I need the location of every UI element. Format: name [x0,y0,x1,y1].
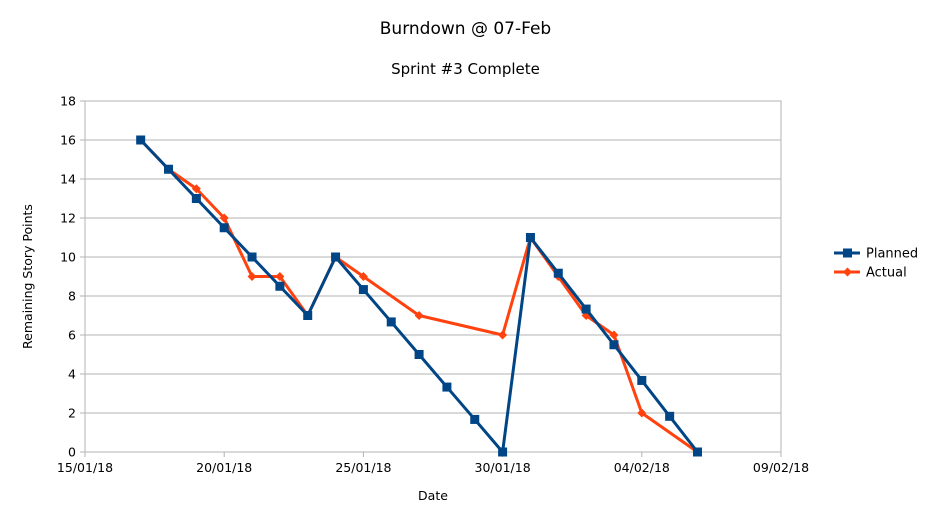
y-tick-label: 12 [60,211,76,226]
actual-point [637,408,647,418]
series-layer [136,135,702,457]
x-tick-label: 09/02/18 [753,460,809,475]
x-tick-label: 15/01/18 [57,460,113,475]
planned-point [136,135,146,145]
x-tick-label: 30/01/18 [475,460,531,475]
legend: Planned Actual [834,247,918,281]
y-tick-label: 4 [68,367,76,382]
actual-point [247,272,257,281]
planned-point [358,285,368,295]
x-tick-label: 04/02/18 [614,460,670,475]
legend-label: Actual [866,266,907,281]
plot-area [84,100,782,453]
actual-point [414,311,424,320]
plot-border [84,100,782,453]
planned-point [331,252,341,262]
x-tick-label: 25/01/18 [335,460,391,475]
x-tick-label: 20/01/18 [196,460,252,475]
y-tick-label: 2 [68,406,76,421]
planned-point [442,382,452,392]
planned-point [191,194,201,203]
y-axis-ticks: 0 2 4 6 8 10 12 14 16 18 [60,94,85,460]
planned-point [247,252,257,262]
planned-point [665,411,675,421]
planned-point [581,304,591,314]
gridlines [85,100,781,453]
y-tick-label: 10 [60,250,76,265]
legend-item-actual: Actual [834,266,907,281]
planned-point [275,281,285,291]
y-tick-label: 6 [68,328,76,343]
planned-point [498,447,508,457]
y-tick-label: 8 [68,289,76,304]
x-axis-ticks: 15/01/18 20/01/18 25/01/18 30/01/18 04/02/18… [57,452,809,475]
planned-point [303,311,313,320]
legend-swatch-marker [843,267,852,277]
x-axis-label: Date [418,488,448,503]
series-planned [136,135,702,457]
y-tick-label: 14 [60,172,76,187]
actual-point [498,330,508,340]
planned-point [164,164,174,174]
legend-swatch-marker [843,248,852,258]
legend-label: Planned [866,247,918,262]
planned-point [470,414,480,424]
planned-point [219,223,229,233]
legend-item-planned: Planned [834,247,918,262]
actual-point [358,272,368,281]
planned-point [386,317,396,327]
actual-point [219,213,229,223]
planned-point [553,268,563,278]
actual-point [609,330,619,340]
actual-point [191,184,201,194]
planned-point [525,233,535,242]
y-axis-label: Remaining Story Points [20,204,35,349]
y-tick-label: 16 [60,133,76,148]
planned-point [637,375,647,385]
y-tick-label: 18 [60,94,76,109]
chart-title: Burndown @ 07-Feb [379,19,552,39]
y-tick-label: 0 [68,445,76,460]
chart-subtitle: Sprint #3 Complete [391,60,540,78]
planned-point [692,447,702,457]
actual-point [275,272,285,281]
planned-point [414,350,424,359]
planned-point [609,340,619,350]
